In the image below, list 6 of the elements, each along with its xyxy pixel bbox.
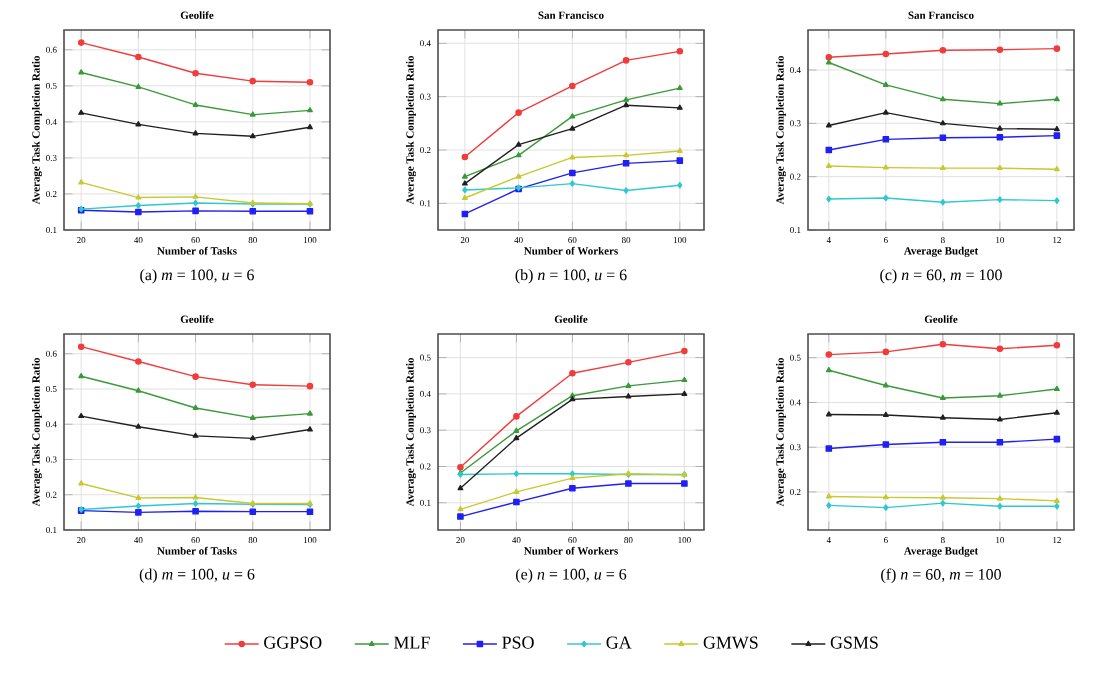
legend-label: GSMS xyxy=(830,636,878,649)
legend-label: PSO xyxy=(502,636,534,649)
legend-label: GMWS xyxy=(703,636,758,649)
legend-label: GA xyxy=(606,636,632,649)
legend-label: MLF xyxy=(393,636,430,649)
legend-label: GGPSO xyxy=(264,636,322,649)
